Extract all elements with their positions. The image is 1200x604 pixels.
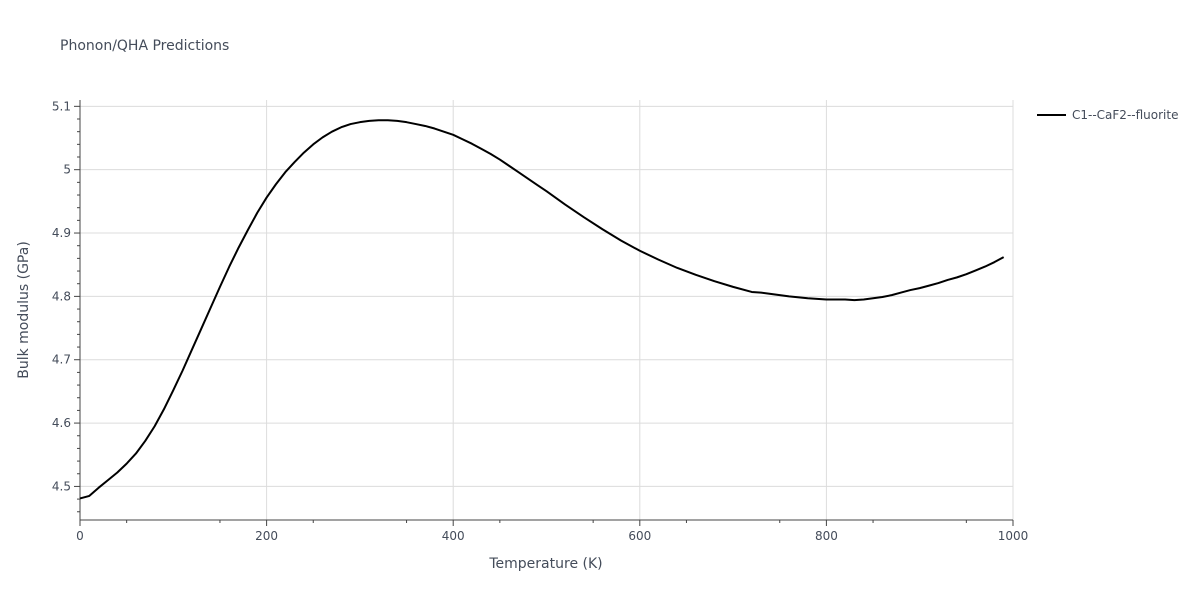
y-axis-label: Bulk modulus (GPa)	[16, 241, 32, 379]
series-line	[79, 119, 1005, 500]
y-tick-label: 4.9	[52, 226, 71, 240]
x-tick-label: 0	[76, 529, 84, 543]
chart-title: Phonon/QHA Predictions	[60, 38, 229, 54]
legend-label: C1--CaF2--fluorite	[1072, 108, 1178, 122]
axes: 0 200 400 600 800 1000 4.5 4.6 4.7 4.8 4.9 5 5.1	[52, 99, 1028, 543]
plot-area	[79, 119, 1005, 500]
y-tick-label: 4.5	[52, 479, 71, 493]
grid-lines	[80, 100, 1014, 520]
y-tick-label: 4.8	[52, 289, 71, 303]
x-tick-label: 400	[442, 529, 465, 543]
x-tick-label: 1000	[998, 529, 1029, 543]
x-tick-label: 800	[815, 529, 838, 543]
y-tick-label: 5	[63, 163, 71, 177]
y-tick-label: 5.1	[52, 99, 71, 113]
x-axis-label: Temperature (K)	[488, 556, 602, 572]
legend[interactable]: C1--CaF2--fluorite	[1037, 108, 1178, 122]
y-tick-label: 4.7	[52, 353, 71, 367]
x-tick-label: 200	[255, 529, 278, 543]
y-tick-label: 4.6	[52, 416, 71, 430]
x-tick-label: 600	[628, 529, 651, 543]
